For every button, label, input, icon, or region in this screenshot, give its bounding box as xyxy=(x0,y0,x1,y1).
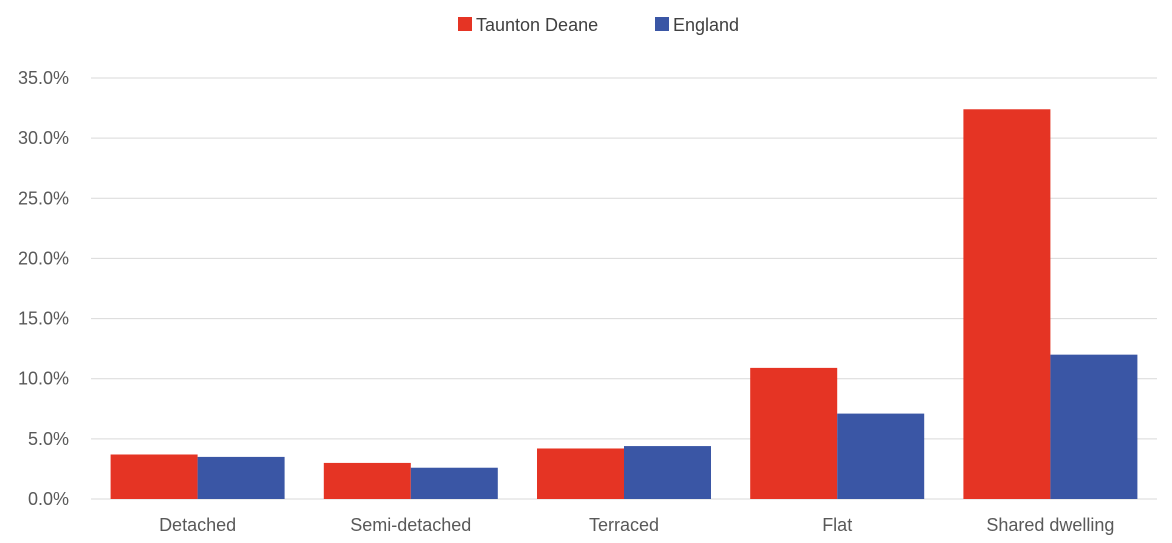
legend-label-england: England xyxy=(673,15,739,35)
bar-england-terraced xyxy=(624,446,711,499)
y-tick-label: 0.0% xyxy=(28,489,69,509)
bar-england-semi-detached xyxy=(410,467,498,499)
legend-label-taunton-deane: Taunton Deane xyxy=(476,15,598,35)
y-tick-label: 5.0% xyxy=(28,429,69,449)
bar-england-flat xyxy=(837,413,925,499)
bar-taunton-deane-detached xyxy=(110,454,198,499)
y-tick-label: 30.0% xyxy=(18,128,69,148)
y-axis: 0.0% 5.0% 10.0% 15.0% 20.0% 25.0% 30.0% 35.0% xyxy=(18,68,69,509)
x-tick-label: Terraced xyxy=(589,515,659,535)
bar-taunton-deane-terraced xyxy=(537,448,624,499)
bar-england-detached xyxy=(197,456,285,499)
legend-swatch-taunton-deane xyxy=(458,17,472,31)
y-tick-label: 20.0% xyxy=(18,248,69,268)
x-tick-label: Shared dwelling xyxy=(986,515,1114,535)
bar-taunton-deane-flat xyxy=(750,367,838,499)
y-tick-label: 10.0% xyxy=(18,369,69,389)
x-tick-label: Semi-detached xyxy=(350,515,471,535)
y-tick-label: 25.0% xyxy=(18,188,69,208)
legend-swatch-england xyxy=(655,17,669,31)
bar-england-shared-dwelling xyxy=(1050,354,1138,499)
bar-taunton-deane-shared-dwelling xyxy=(963,109,1051,499)
x-tick-label: Detached xyxy=(159,515,236,535)
y-tick-label: 35.0% xyxy=(18,68,69,88)
bars xyxy=(110,109,1138,499)
y-tick-label: 15.0% xyxy=(18,309,69,329)
x-tick-label: Flat xyxy=(822,515,852,535)
gridlines xyxy=(91,77,1157,500)
bar-taunton-deane-semi-detached xyxy=(323,462,411,499)
legend: Taunton Deane England xyxy=(458,15,739,35)
x-axis: Detached Semi-detached Terraced Flat Shared … xyxy=(159,515,1114,535)
